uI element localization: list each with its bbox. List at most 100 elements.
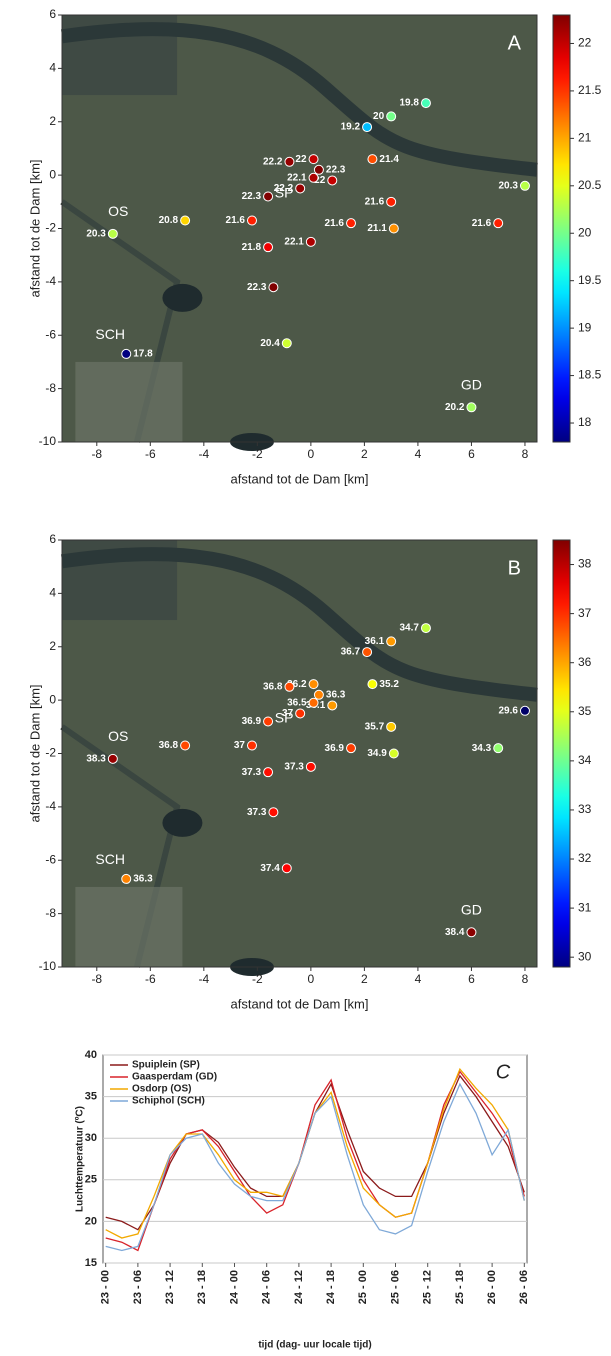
station-point (363, 648, 372, 657)
colorbar-tick-label: 22 (578, 36, 592, 50)
x-tick-label: 6 (468, 972, 475, 986)
colorbar-tick-label: 38 (578, 557, 592, 571)
station-point (389, 749, 398, 758)
x-tick-label: -4 (198, 447, 209, 461)
x-tick-label: 2 (361, 972, 368, 986)
station-point (520, 706, 529, 715)
x-tick-label: -8 (91, 447, 102, 461)
station-point (269, 808, 278, 817)
y-tick-label: 4 (49, 586, 56, 600)
x-tick-label: 23 - 18 (196, 1270, 208, 1304)
value-label: 37 (234, 740, 246, 751)
x-tick-label: 23 - 12 (164, 1270, 176, 1304)
station-point (347, 219, 356, 228)
x-tick-label: 2 (361, 447, 368, 461)
x-tick-label: 24 - 00 (228, 1270, 240, 1304)
station-point (306, 762, 315, 771)
station-point (494, 744, 503, 753)
station-point (467, 928, 476, 937)
colorbar-tick-label: 19 (578, 320, 592, 334)
y-axis-label: afstand tot de Dam [km] (27, 159, 42, 297)
station-point (363, 123, 372, 132)
station-point (309, 173, 318, 182)
value-label: 36.5 (287, 697, 307, 708)
legend-label: Spuiplein (SP) (132, 1060, 200, 1071)
station-point (282, 339, 291, 348)
y-axis-label: afstand tot de Dam [km] (27, 684, 42, 822)
x-tick-label: 8 (522, 972, 529, 986)
x-tick-label: 4 (415, 972, 422, 986)
x-tick-label: 24 - 18 (325, 1270, 337, 1304)
value-label: 37.4 (260, 863, 280, 874)
x-tick-label: 25 - 12 (422, 1270, 434, 1304)
station-name: GD (461, 377, 482, 393)
value-label: 37.3 (247, 807, 267, 818)
value-label: 37.3 (242, 767, 262, 778)
station-point (347, 744, 356, 753)
x-tick-label: 25 - 06 (389, 1270, 401, 1304)
y-tick-label: -6 (45, 327, 56, 341)
y-tick-label: 0 (49, 167, 56, 181)
x-tick-label: 24 - 12 (293, 1270, 305, 1304)
station-name: SCH (95, 851, 125, 867)
colorbar-tick-label: 35 (578, 704, 592, 718)
value-label: 21.6 (472, 218, 492, 229)
colorbar-tick-label: 32 (578, 851, 592, 865)
colorbar (553, 15, 570, 442)
value-label: 22.1 (287, 172, 307, 183)
x-tick-label: 4 (415, 447, 422, 461)
station-point (314, 165, 323, 174)
x-tick-label: -2 (252, 972, 263, 986)
x-tick-label: 26 - 06 (518, 1270, 530, 1304)
colorbar (553, 540, 570, 967)
colorbar-tick-label: 30 (578, 949, 592, 963)
value-label: 37.3 (284, 761, 304, 772)
y-tick-label: -2 (45, 746, 56, 760)
value-label: 21.1 (367, 223, 387, 234)
x-tick-label: -6 (145, 447, 156, 461)
panel-letter: B (508, 558, 521, 580)
station-name: GD (461, 902, 482, 918)
colorbar-tick-label: 37 (578, 606, 592, 620)
station-point (122, 874, 131, 883)
station-name: SCH (95, 326, 125, 342)
y-tick-label: -10 (39, 434, 57, 448)
x-axis-label: afstand tot de Dam [km] (230, 471, 368, 486)
station-point (368, 155, 377, 164)
y-tick-label: 6 (49, 7, 56, 21)
station-point (108, 229, 117, 238)
x-tick-label: 8 (522, 447, 529, 461)
station-point (387, 722, 396, 731)
y-tick-label: -8 (45, 381, 56, 395)
station-point (248, 216, 257, 225)
station-point (264, 192, 273, 201)
station-point (314, 690, 323, 699)
x-tick-label: 26 - 00 (486, 1270, 498, 1304)
x-tick-label: 24 - 06 (261, 1270, 273, 1304)
map-airport (75, 887, 182, 967)
y-tick-label: 40 (85, 1049, 97, 1061)
value-label: 34.7 (399, 623, 419, 634)
value-label: 35.7 (365, 721, 385, 732)
value-label: 36.9 (242, 716, 262, 727)
station-point (285, 157, 294, 166)
y-tick-label: 20 (85, 1215, 97, 1227)
station-point (467, 403, 476, 412)
station-point (309, 155, 318, 164)
station-point (248, 741, 257, 750)
colorbar-tick-label: 20.5 (578, 178, 602, 192)
value-label: 38.3 (86, 753, 106, 764)
colorbar-tick-label: 33 (578, 802, 592, 816)
panel-letter: C (496, 1061, 511, 1083)
y-tick-label: 25 (85, 1174, 97, 1186)
station-point (387, 197, 396, 206)
map-lake (162, 809, 202, 837)
map-lake (162, 284, 202, 312)
y-tick-label: -2 (45, 221, 56, 235)
value-label: 22.3 (242, 191, 262, 202)
station-name: SP (275, 185, 294, 201)
legend-label: Osdorp (OS) (132, 1084, 191, 1095)
station-point (494, 219, 503, 228)
y-tick-label: 6 (49, 532, 56, 546)
value-label: 20.3 (86, 228, 106, 239)
